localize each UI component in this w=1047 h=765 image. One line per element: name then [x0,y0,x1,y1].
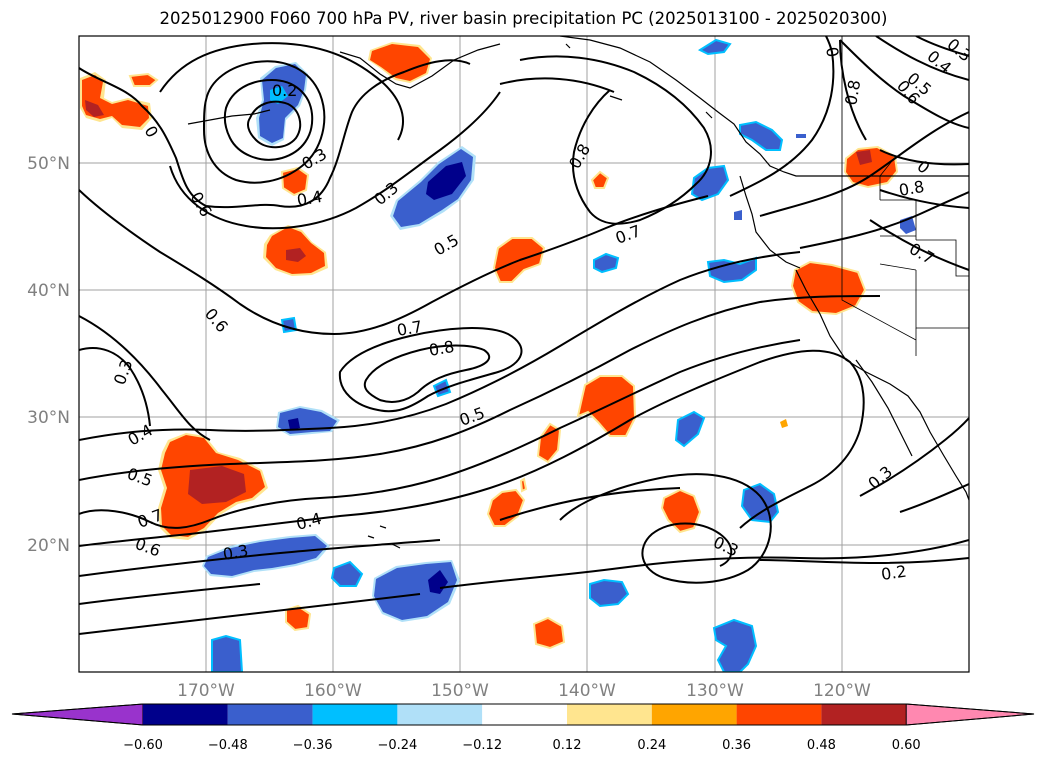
precip-blob [739,120,784,151]
coastlines [187,36,969,549]
precip-blob [202,534,330,578]
colorbar-segment [143,704,228,725]
longitude-labels: 170°W 160°W 150°W 140°W 130°W 120°W [177,681,871,701]
contour-label: 0.8 [897,177,925,200]
map-title: 2025012900 F060 700 hPa PV, river basin … [159,9,888,28]
contour-label: 0.2 [880,562,908,584]
precip-blob [158,433,268,540]
lon-label: 170°W [177,681,235,701]
precip-blob [589,578,630,608]
colorbar-tick-label: −0.60 [123,738,163,753]
contour-label: 0.8 [841,78,864,106]
precip-blob [486,488,526,527]
colorbar-extend-min [11,703,144,726]
contour-label: 0.4 [295,187,323,210]
precip-blob [211,634,244,672]
precip-blob [390,146,476,230]
map-content: 0.2 0.3 0.4 0.6 0.3 0.5 0.8 0.7 0.6 0.7 … [79,36,969,672]
precip-blob [285,604,312,632]
lon-label: 120°W [813,681,871,701]
precip-blob [660,488,702,534]
colorbar-tick-labels: −0.60 −0.48 −0.36 −0.24 −0.12 0.12 0.24 … [123,738,921,753]
colorbar-tick-label: 0.24 [637,738,666,753]
precip-blob [706,256,757,284]
colorbar-segment [312,704,398,725]
colorbar-tick-label: −0.24 [377,738,417,753]
precip-blob [80,72,152,130]
precip-blob [590,170,610,189]
precip-blob [128,72,159,87]
precip-blob [256,62,308,146]
lon-label: 160°W [304,681,362,701]
lon-label: 130°W [686,681,744,701]
precip-blob [330,560,364,587]
contour-label: 0 [822,45,842,58]
precip-blob [519,477,528,493]
precip-blob [690,164,730,202]
lat-label: 30°N [27,408,70,428]
latitude-labels: 50°N 40°N 30°N 20°N [27,154,70,556]
colorbar-segment [482,704,567,725]
colorbar-tick-label: −0.12 [462,738,502,753]
political-borders [841,36,969,356]
colorbar-tick-label: 0.12 [553,738,582,753]
colorbar-segment [651,704,737,725]
precip-blob [674,410,706,448]
precip-blob [263,225,328,276]
colorbar-segment [736,704,822,725]
contour-label: 0.2 [272,81,297,100]
colorbar-segment [397,704,483,725]
precip-blob [796,134,806,138]
colorbar-tick-label: 0.36 [722,738,751,753]
precip-blob [734,210,742,220]
contour-label: 0.8 [427,337,455,360]
lon-label: 150°W [431,681,489,701]
negative-precip-shading [202,38,916,672]
lat-label: 50°N [27,154,70,174]
precip-blob [372,560,460,622]
colorbar-tick-label: 0.60 [892,738,921,753]
precip-blob [780,419,788,428]
lat-label: 20°N [27,536,70,556]
colorbar-tick-label: −0.36 [293,738,333,753]
precip-blob [368,42,432,83]
colorbar-segment [821,704,907,725]
colorbar-tick-label: 0.48 [807,738,836,753]
contour-label: 0.7 [395,317,423,340]
precip-blob [593,252,620,274]
colorbar [11,703,1035,726]
lon-label: 140°W [558,681,616,701]
map-frame [78,35,970,673]
lat-label: 40°N [27,281,70,301]
precip-blob [536,422,562,464]
colorbar-segment [227,704,313,725]
colorbar-segment [567,704,652,725]
contour-label: 0.3 [221,541,249,564]
pv-contours [79,36,969,635]
precip-blob [697,38,732,56]
precip-blob [532,616,566,650]
colorbar-tick-label: −0.48 [208,738,248,753]
precip-blob [712,618,758,672]
precip-blob [790,260,867,316]
colorbar-extend-max [905,703,1035,726]
